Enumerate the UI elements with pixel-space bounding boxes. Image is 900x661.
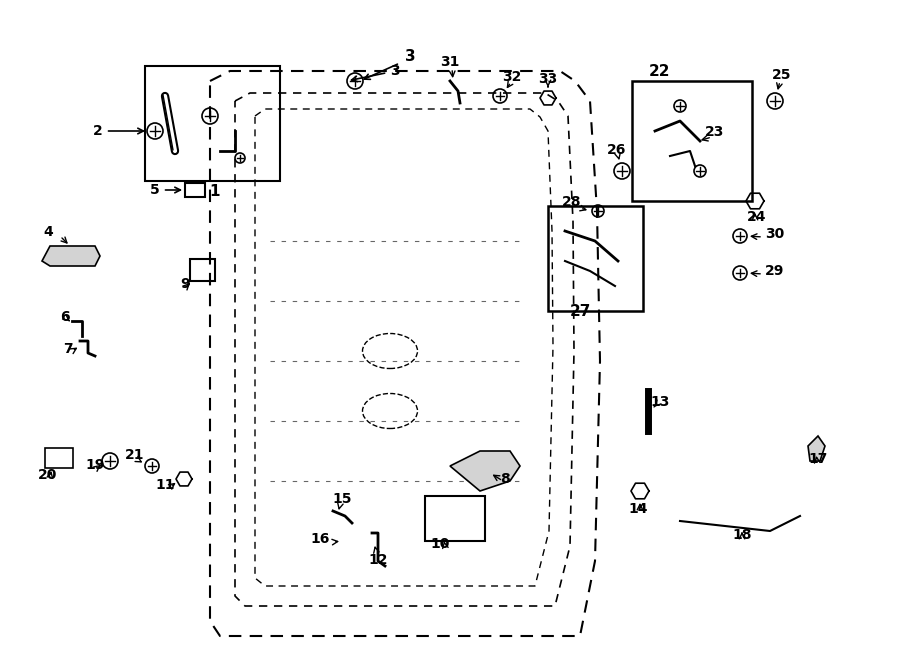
Text: 29: 29 bbox=[765, 264, 785, 278]
Text: 3: 3 bbox=[352, 64, 400, 82]
Text: 18: 18 bbox=[733, 528, 751, 542]
Text: 24: 24 bbox=[747, 210, 767, 224]
Text: 2: 2 bbox=[93, 124, 143, 138]
Bar bbox=[632, 81, 752, 201]
Text: 4: 4 bbox=[43, 225, 53, 239]
Bar bbox=[45, 448, 73, 468]
Bar bbox=[190, 259, 215, 281]
Polygon shape bbox=[176, 472, 192, 486]
Text: 3: 3 bbox=[405, 49, 415, 64]
Text: 17: 17 bbox=[808, 452, 828, 466]
Text: 10: 10 bbox=[430, 537, 450, 551]
Bar bbox=[145, 66, 280, 181]
Text: 12: 12 bbox=[368, 553, 388, 567]
Text: 15: 15 bbox=[332, 492, 352, 506]
Polygon shape bbox=[746, 193, 764, 209]
Bar bbox=[185, 183, 205, 197]
Polygon shape bbox=[450, 451, 520, 491]
Text: 20: 20 bbox=[39, 468, 58, 482]
Text: 26: 26 bbox=[608, 143, 626, 157]
Text: 25: 25 bbox=[772, 68, 792, 82]
Text: 23: 23 bbox=[706, 125, 724, 139]
Text: 8: 8 bbox=[500, 472, 510, 486]
Text: 16: 16 bbox=[310, 532, 329, 546]
Text: 27: 27 bbox=[570, 304, 590, 319]
Polygon shape bbox=[42, 246, 100, 266]
Text: 31: 31 bbox=[440, 55, 460, 69]
Text: 22: 22 bbox=[649, 64, 670, 79]
Text: 13: 13 bbox=[651, 395, 670, 409]
Bar bbox=[548, 206, 643, 311]
Text: 32: 32 bbox=[502, 70, 522, 84]
Text: 9: 9 bbox=[180, 277, 190, 291]
Text: 7: 7 bbox=[63, 342, 73, 356]
Text: 33: 33 bbox=[538, 72, 558, 86]
Text: 21: 21 bbox=[125, 448, 145, 462]
Text: 14: 14 bbox=[628, 502, 648, 516]
Text: 11: 11 bbox=[155, 478, 175, 492]
Text: 6: 6 bbox=[60, 310, 70, 324]
Text: 1: 1 bbox=[210, 184, 220, 198]
Text: 5: 5 bbox=[150, 183, 180, 197]
Bar bbox=[425, 496, 485, 541]
Text: 28: 28 bbox=[562, 195, 581, 209]
Polygon shape bbox=[631, 483, 649, 499]
Polygon shape bbox=[540, 91, 556, 105]
Polygon shape bbox=[808, 436, 825, 461]
Text: 19: 19 bbox=[86, 458, 104, 472]
Text: 30: 30 bbox=[765, 227, 785, 241]
